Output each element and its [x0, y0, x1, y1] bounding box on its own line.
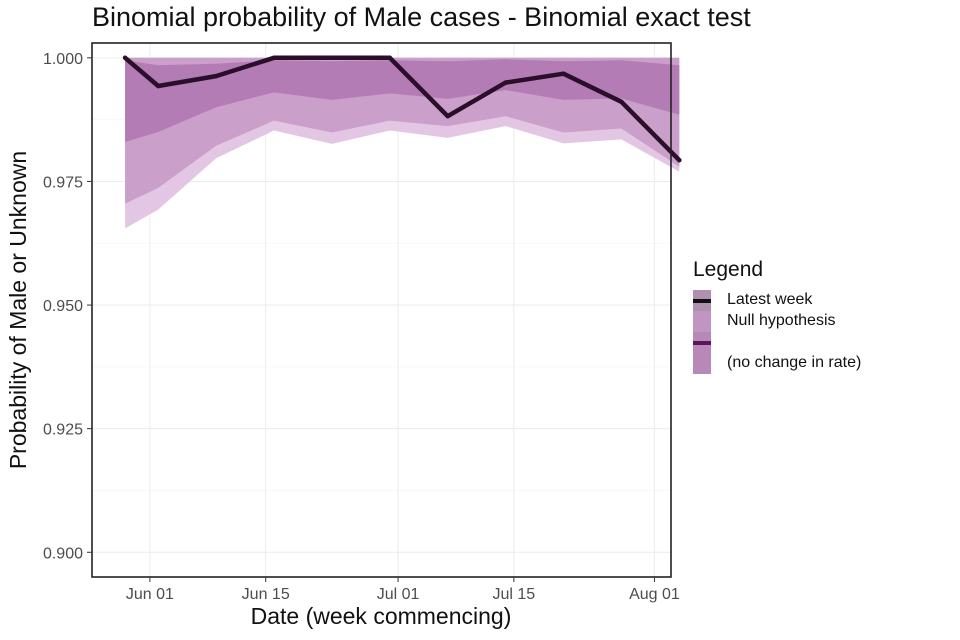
series-lines	[122, 55, 682, 163]
data-point	[503, 80, 508, 85]
legend-key	[693, 290, 711, 311]
y-tick-label: 1.000	[43, 51, 83, 68]
data-point	[213, 73, 219, 79]
x-tick-label: Jul 01	[377, 586, 420, 603]
confidence-bands	[125, 57, 680, 229]
legend-key	[693, 311, 711, 332]
data-point	[561, 71, 566, 76]
legend-entry	[693, 332, 861, 353]
y-tick-label: 0.925	[43, 422, 83, 439]
legend-key	[693, 332, 711, 353]
data-point	[271, 55, 277, 61]
data-point	[122, 55, 128, 61]
x-axis: Jun 01 Jun 15 Jul 01 Jul 15 Aug 01	[126, 577, 680, 603]
legend-entry: Null hypothesis	[693, 311, 861, 332]
legend-line-sample	[693, 299, 711, 303]
x-tick-label: Jun 01	[126, 586, 174, 603]
data-point	[155, 83, 161, 89]
x-tick-label: Jul 15	[492, 586, 535, 603]
data-point	[445, 113, 450, 119]
y-tick-label: 0.900	[43, 545, 83, 562]
x-tick-label: Jun 15	[242, 586, 290, 603]
legend-title: Legend	[693, 258, 764, 281]
data-point	[619, 99, 624, 105]
legend-entry: (no change in rate)	[693, 353, 861, 374]
band-inner	[125, 59, 680, 142]
y-axis-title: Probability of Male or Unknown	[5, 151, 31, 469]
data-point	[329, 55, 335, 61]
plot-border	[91, 42, 672, 578]
y-tick-label: 0.950	[43, 298, 83, 315]
legend-label: Latest week	[727, 291, 813, 308]
legend: Legend Latest week Null hypothesis (no cha…	[693, 258, 861, 374]
legend-entry: Latest week	[693, 290, 861, 311]
legend-key	[693, 353, 711, 374]
chart-title: Binomial probability of Male cases - Bin…	[92, 2, 751, 32]
legend-label: Null hypothesis	[727, 312, 836, 329]
y-axis: 0.900 0.925 0.950 0.975 1.000	[43, 51, 92, 562]
data-point	[387, 55, 392, 61]
legend-line-sample	[693, 341, 711, 345]
x-tick-label: Aug 01	[629, 586, 680, 603]
x-axis-title: Date (week commencing)	[251, 603, 512, 629]
y-tick-label: 0.975	[43, 174, 83, 191]
data-point	[677, 157, 682, 163]
legend-label: (no change in rate)	[727, 354, 862, 371]
